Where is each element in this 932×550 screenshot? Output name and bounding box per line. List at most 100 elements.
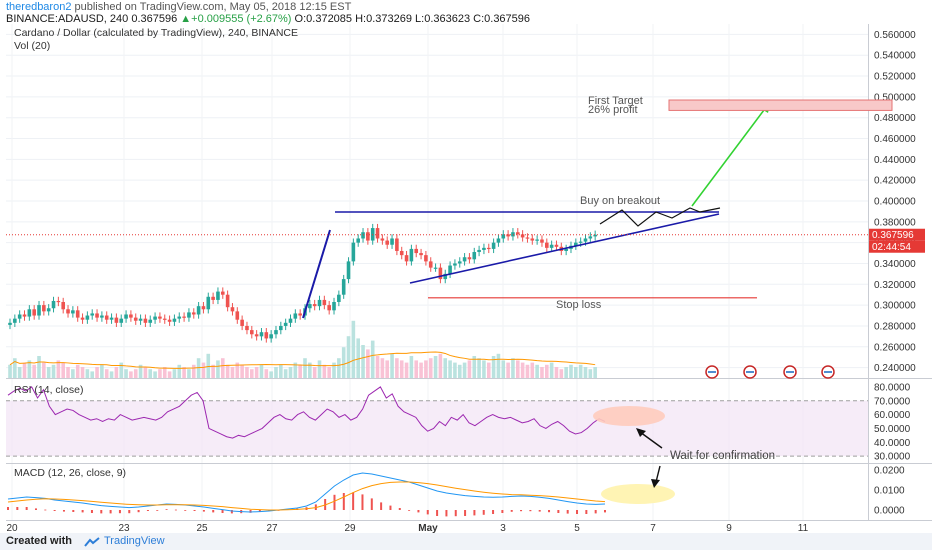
candle-body: [80, 317, 85, 320]
volume-bar: [104, 369, 109, 378]
volume-bar: [42, 362, 46, 378]
volume-bar: [453, 362, 457, 378]
macd-histogram-bar: [380, 502, 383, 510]
macd-histogram-bar: [16, 507, 19, 510]
volume-bar: [545, 364, 549, 378]
candle-body: [486, 247, 491, 250]
volume-bar: [308, 362, 312, 378]
candle-body: [535, 239, 539, 241]
candle-body: [332, 301, 336, 311]
time-tick-label: 25: [196, 523, 208, 533]
volume-bar: [448, 360, 452, 378]
candle-body: [230, 307, 235, 312]
rsi-tick-label: 60.0000: [874, 410, 911, 421]
candle-body: [312, 304, 317, 307]
volume-bar: [535, 364, 539, 378]
countdown-badge: [869, 240, 925, 253]
macd-histogram-bar: [62, 510, 65, 512]
macd-histogram-bar: [184, 510, 187, 511]
candle-body: [75, 310, 80, 318]
volume-bar: [124, 369, 128, 378]
volume-bar: [346, 336, 351, 378]
price-tick-label: 0.380000: [874, 217, 916, 228]
candle-body: [399, 250, 404, 256]
last-price-badge: [869, 228, 925, 241]
candle-body: [42, 305, 46, 312]
tradingview-logo-icon: [84, 537, 100, 547]
created-with-text: Created with: [6, 535, 73, 547]
volume-bar: [472, 356, 477, 378]
candle-body: [114, 317, 119, 323]
candle-body: [443, 273, 448, 280]
candle-body: [298, 313, 302, 316]
candle-body: [341, 279, 346, 295]
candle-body: [428, 261, 433, 268]
volume-bar: [211, 364, 215, 378]
volume-bar: [462, 362, 467, 378]
macd-signal-line: [7, 481, 606, 511]
candle-body: [346, 261, 351, 280]
time-tick-label: 3: [500, 523, 506, 533]
volume-bar: [51, 364, 56, 378]
macd-histogram-bar: [501, 510, 504, 513]
candle-body: [414, 248, 419, 254]
volume-bar: [564, 367, 568, 378]
macd-arrow: [655, 465, 661, 483]
candle-body: [293, 313, 298, 319]
candle-body: [61, 301, 65, 310]
time-tick-label: 5: [574, 523, 580, 533]
publish-info: published on TradingView.com, May 05, 20…: [71, 1, 352, 13]
author-link[interactable]: theredbaron2: [6, 1, 72, 13]
candle-body: [240, 319, 244, 326]
candle-body: [167, 319, 172, 322]
tradingview-brand-link[interactable]: TradingView: [104, 535, 165, 547]
volume-bar: [133, 369, 138, 378]
candle-body: [206, 296, 211, 310]
candle-body: [264, 332, 269, 339]
ohlc-values: O:0.372085 H:0.373269 L:0.363623 C:0.367…: [294, 13, 531, 25]
volume-bar: [525, 364, 530, 378]
candle-body: [71, 310, 75, 314]
symbol-label: BINANCE:ADAUSD, 240: [6, 13, 129, 25]
volume-bar: [85, 369, 90, 378]
macd-histogram-bar: [389, 505, 392, 510]
volume-bar: [71, 369, 75, 378]
volume-bar: [327, 367, 331, 378]
candle-body: [235, 311, 240, 320]
chart-canvas[interactable]: 0.560000 0.540000 0.520000 0.500000 0.480000…: [0, 0, 932, 533]
footer-bar: Created with TradingView: [0, 533, 932, 550]
volume-bar: [496, 353, 501, 378]
candle-body: [100, 315, 104, 318]
volume-bar: [172, 369, 177, 378]
price-tick-label: 0.340000: [874, 259, 916, 270]
candle-body: [496, 238, 501, 243]
volume-bar: [303, 358, 307, 378]
wait-arrow: [639, 431, 663, 449]
volume-bar: [583, 367, 588, 378]
rsi-tick-label: 50.0000: [874, 424, 911, 435]
volume-bar: [293, 362, 298, 378]
price-tick-label: 0.500000: [874, 92, 916, 103]
macd-histogram-bar: [174, 509, 177, 511]
time-tick-label: 20: [6, 523, 18, 533]
candle-body: [119, 318, 124, 323]
volume-bar: [191, 364, 196, 378]
macd-histogram-bar: [72, 510, 75, 512]
price-tick-label: 0.300000: [874, 301, 916, 312]
candle-body: [220, 291, 225, 295]
candle-body: [366, 232, 370, 241]
volume-bar: [148, 369, 153, 378]
candle-body: [13, 318, 17, 323]
symbol-line: BINANCE:ADAUSD, 240 0.367596 ▲+0.009555 …: [6, 13, 530, 25]
candle-body: [109, 317, 114, 320]
volume-bar: [530, 362, 535, 378]
candle-body: [201, 306, 206, 310]
wait-label: Wait for confirmation: [670, 450, 775, 462]
candle-body: [216, 291, 220, 300]
candle-body: [515, 232, 520, 235]
candle-body: [90, 313, 95, 316]
volume-bar: [588, 369, 593, 378]
macd-histogram-bar: [594, 510, 597, 514]
candle-body: [308, 304, 312, 309]
volume-bar: [298, 364, 302, 378]
